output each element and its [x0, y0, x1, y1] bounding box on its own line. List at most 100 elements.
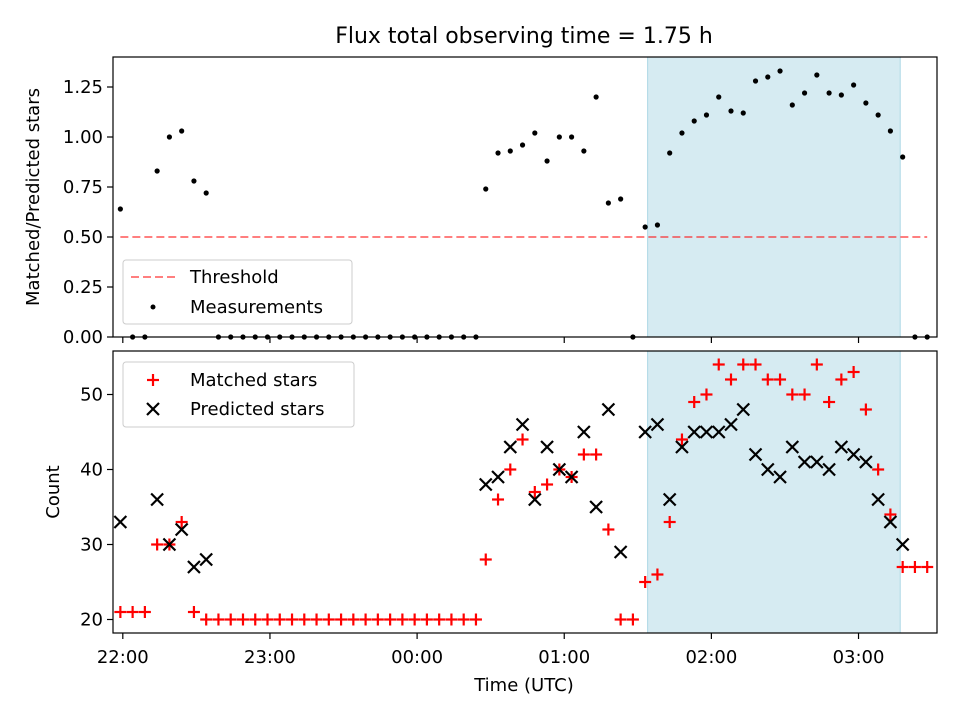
predicted-stars-points: [113, 402, 910, 574]
measurement-point: [851, 82, 857, 88]
top-highlight-span: [647, 56, 901, 338]
matched-star-point: [749, 358, 762, 371]
y-tick-label: 30: [80, 535, 103, 556]
x-tick-label: 23:00: [244, 647, 296, 668]
predicted-star-point: [662, 492, 677, 507]
y-tick-label: 0.75: [63, 177, 103, 198]
matched-star-point: [835, 373, 848, 386]
predicted-star-point: [748, 447, 763, 462]
matched-star-point: [310, 613, 323, 626]
measurement-point: [191, 178, 197, 184]
top-y-ticks: 0.00 0.25 0.50 0.75 1.00 1.25: [63, 77, 113, 348]
y-tick-label: 1.00: [63, 127, 103, 148]
predicted-star-point: [491, 470, 505, 484]
measurement-point: [618, 196, 624, 202]
predicted-star-point: [761, 462, 775, 477]
predicted-star-point: [162, 537, 177, 552]
measurement-point: [166, 134, 173, 140]
x-tick-label: 03:00: [833, 647, 885, 668]
matched-star-point: [479, 553, 492, 566]
predicted-star-point: [822, 462, 836, 477]
measurement-point: [863, 100, 869, 106]
measurements-legend-label: Measurements: [190, 297, 323, 318]
matched-star-point: [602, 523, 615, 536]
measurement-point: [544, 158, 550, 164]
measurement-point: [875, 112, 881, 118]
matched-star-point: [737, 358, 750, 371]
predicted-star-point: [638, 425, 652, 439]
matched-star-point: [347, 613, 360, 626]
measurement-point: [887, 128, 894, 134]
measurement-point: [605, 200, 611, 206]
predicted-star-point: [577, 425, 591, 439]
y-tick-label: 40: [80, 460, 103, 481]
measurement-point: [679, 130, 685, 136]
matched-star-point: [908, 561, 921, 573]
measurement-point: [203, 190, 209, 196]
measurement-point: [765, 74, 771, 80]
measurement-point: [789, 102, 795, 108]
matched-star-point: [761, 373, 774, 386]
matched-star-point: [457, 613, 470, 626]
matched-star-point: [200, 613, 213, 626]
matched-star-point: [114, 606, 127, 618]
matched-star-point: [126, 606, 139, 618]
predicted-star-point: [797, 455, 812, 469]
measurement-point: [814, 72, 820, 78]
predicted-star-point: [724, 417, 738, 432]
matched-star-point: [286, 613, 299, 626]
matched-star-point: [298, 613, 311, 626]
predicted-star-point: [113, 515, 128, 529]
matched-star-point: [810, 358, 823, 371]
top-x-ticks: [122, 337, 860, 343]
matched-star-point: [359, 613, 372, 626]
measurement-point: [691, 118, 697, 124]
threshold-legend-label: Threshold: [189, 267, 279, 288]
measurement-point: [495, 150, 501, 156]
matched-stars-points: [114, 358, 934, 626]
predicted-star-point: [503, 440, 518, 454]
x-tick-label: 22:00: [97, 647, 149, 668]
measurement-point: [777, 68, 783, 74]
measurement-point: [826, 90, 832, 96]
measurement-point: [900, 154, 906, 160]
y-tick-label: 0.25: [63, 277, 103, 298]
predicted-star-point: [675, 440, 689, 454]
matched-star-point: [725, 373, 737, 386]
matched-star-point: [384, 613, 397, 626]
top-axes-frame: [112, 56, 938, 338]
y-tick-label: 50: [80, 385, 103, 406]
y-tick-label: 0.50: [63, 227, 103, 248]
matched-star-point: [786, 388, 799, 401]
y-tick-label: 20: [80, 610, 103, 631]
measurement-point: [581, 148, 587, 154]
top-panel: 0.00 0.25 0.50 0.75 1.00 1.25 Matched/Predict…: [23, 56, 938, 348]
predicted-star-point: [846, 447, 861, 462]
matched-star-point: [663, 516, 676, 528]
matched-star-point: [614, 613, 627, 626]
measurement-point: [667, 150, 673, 156]
measurement-point: [801, 90, 808, 96]
measurement-point: [483, 186, 489, 192]
measurement-point: [519, 142, 526, 148]
matched-star-point: [590, 448, 603, 461]
predicted-star-point: [613, 545, 628, 559]
measurement-point: [703, 112, 710, 118]
measurement-point: [532, 130, 538, 136]
matched-star-point: [396, 613, 409, 626]
y-tick-label: 1.25: [63, 77, 103, 98]
predicted-star-point: [785, 440, 800, 454]
x-tick-label: 01:00: [538, 647, 590, 668]
x-axis-label: Time (UTC): [473, 675, 574, 696]
bottom-legend-box: [122, 361, 355, 428]
bottom-y-ticks: 20 30 40 50: [80, 385, 113, 631]
measurement-point: [654, 222, 661, 228]
matched-legend-swatch: [147, 374, 159, 386]
predicted-star-point: [687, 425, 701, 439]
measurement-point: [179, 128, 185, 134]
predicted-star-point: [834, 440, 849, 454]
matched-star-point: [445, 613, 458, 626]
chart-title: Flux total observing time = 1.75 h: [335, 24, 713, 49]
top-legend-box: [122, 259, 353, 325]
matched-star-point: [187, 606, 200, 618]
